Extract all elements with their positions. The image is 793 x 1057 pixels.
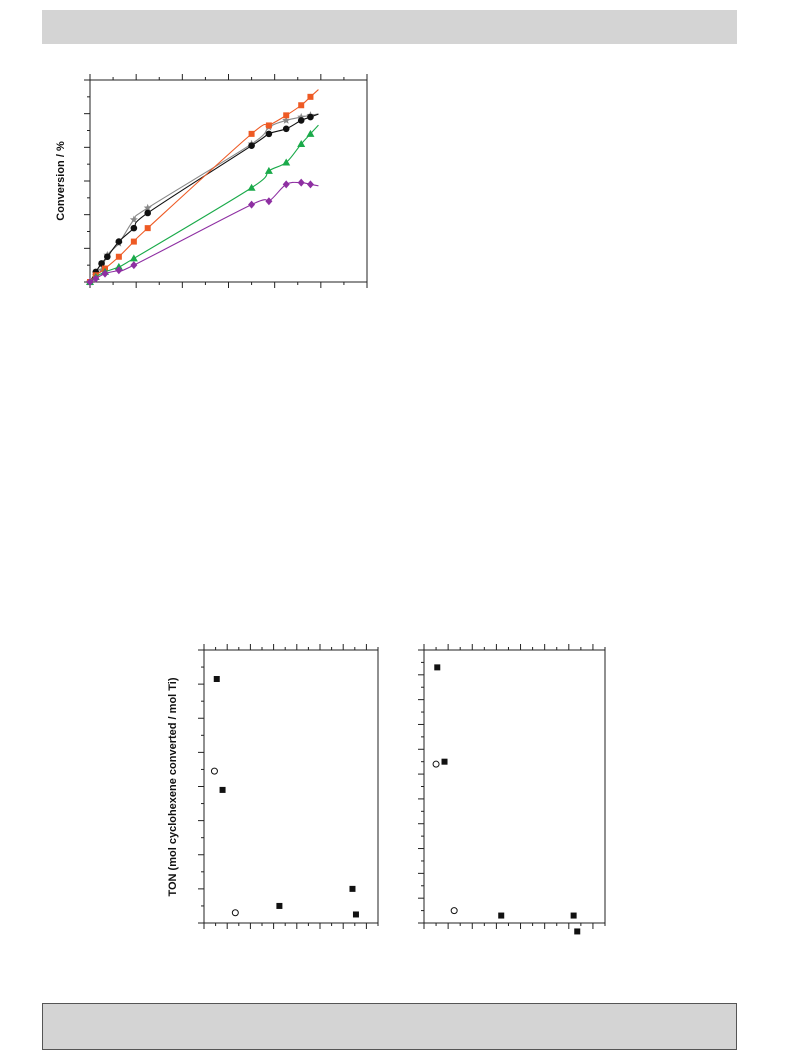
diamond-marker <box>248 200 256 209</box>
open-circle-marker <box>210 767 218 775</box>
ton-chart-right <box>418 644 606 935</box>
circle-marker <box>144 209 152 217</box>
diamond-marker <box>115 266 123 275</box>
square-marker <box>248 130 255 137</box>
diamond-marker <box>282 180 290 189</box>
series-0 <box>434 664 581 935</box>
diamond-marker <box>265 197 273 206</box>
square-marker <box>434 664 441 671</box>
y-axis-label: Conversion / % <box>55 141 67 221</box>
square-marker <box>265 122 272 129</box>
square-marker <box>574 928 581 935</box>
fit-line <box>89 124 319 283</box>
diamond-marker <box>130 261 138 270</box>
circle-marker <box>248 142 255 149</box>
triangle-marker <box>282 158 291 166</box>
square-marker <box>307 93 314 100</box>
series-1 <box>432 760 458 915</box>
y-axis-label: TON (mol cyclohexene converted / mol Ti) <box>167 677 179 896</box>
square-marker <box>498 912 505 919</box>
diamond-marker <box>306 180 314 189</box>
fit-line <box>89 181 319 283</box>
star-marker <box>97 266 106 274</box>
square-marker <box>130 238 137 245</box>
ton-chart-left: TON (mol cyclohexene converted / mol Ti) <box>167 644 379 929</box>
fit-line <box>89 113 319 283</box>
conversion-chart: Conversion / % <box>55 74 368 288</box>
header-band <box>42 10 737 44</box>
series-1 <box>210 767 239 917</box>
circle-marker <box>104 253 111 261</box>
open-circle-marker <box>432 760 440 768</box>
open-circle-marker <box>450 907 458 915</box>
square-marker <box>352 911 359 918</box>
series-3 <box>86 124 319 285</box>
circle-marker <box>265 130 273 138</box>
square-marker <box>219 786 226 793</box>
square-marker <box>570 912 577 919</box>
circle-marker <box>98 260 105 267</box>
diamond-marker <box>297 178 305 187</box>
square-marker <box>349 885 356 892</box>
triangle-marker <box>129 254 138 262</box>
series-4 <box>86 178 319 286</box>
square-marker <box>144 225 151 232</box>
circle-marker <box>307 113 314 121</box>
triangle-marker <box>297 139 306 147</box>
series-2 <box>87 89 319 285</box>
plot-frame <box>203 649 379 924</box>
triangle-marker <box>247 183 256 191</box>
square-marker <box>115 253 122 260</box>
triangle-marker <box>264 166 273 174</box>
plot-frame <box>423 649 606 924</box>
series-0 <box>213 676 359 918</box>
fit-line <box>89 113 319 283</box>
footer-band <box>42 1003 737 1050</box>
square-marker <box>283 112 290 119</box>
star-marker <box>129 215 138 224</box>
square-marker <box>213 676 220 683</box>
triangle-marker <box>306 129 315 137</box>
square-marker <box>276 902 283 909</box>
circle-marker <box>282 125 290 133</box>
plot-frame <box>89 79 368 283</box>
diamond-marker <box>101 269 109 278</box>
square-marker <box>441 758 448 765</box>
open-circle-marker <box>231 909 239 917</box>
circle-marker <box>130 224 138 232</box>
square-marker <box>298 102 305 109</box>
star-marker <box>282 116 291 124</box>
star-marker <box>297 112 306 121</box>
diamond-marker <box>86 278 94 286</box>
diamond-marker <box>92 274 100 283</box>
circle-marker <box>297 117 305 124</box>
circle-marker <box>115 238 123 245</box>
star-marker <box>143 203 152 212</box>
